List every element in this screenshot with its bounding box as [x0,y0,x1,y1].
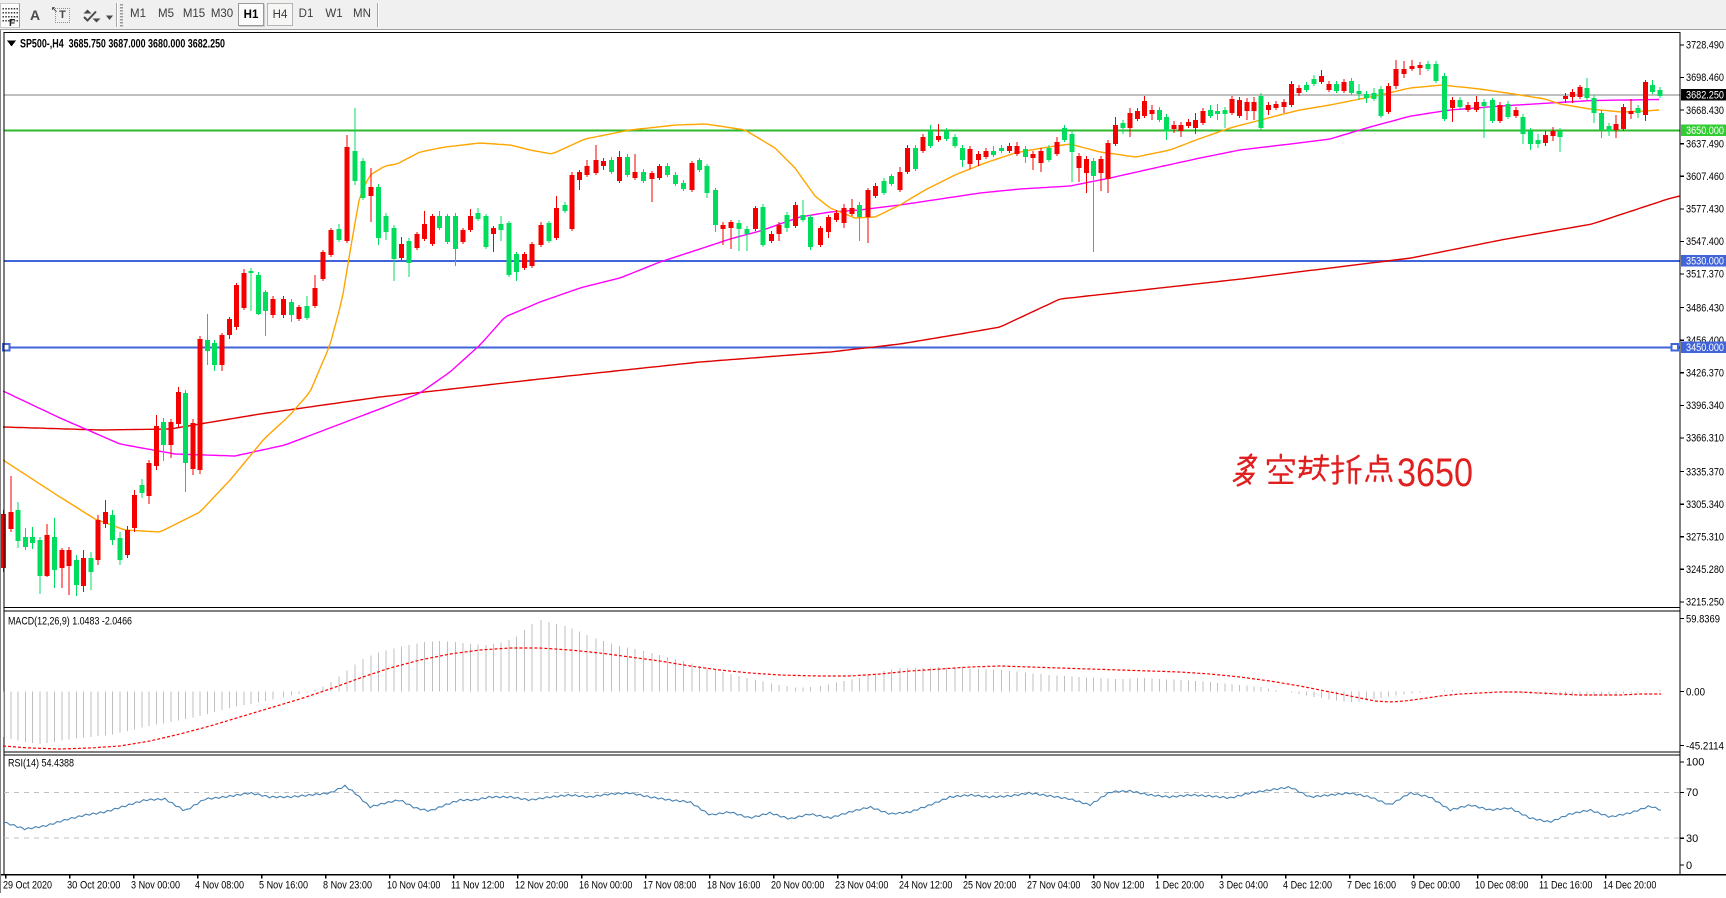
svg-text:3 Nov 00:00: 3 Nov 00:00 [131,880,180,892]
svg-text:1 Dec 20:00: 1 Dec 20:00 [1155,880,1204,892]
svg-text:100: 100 [1686,757,1704,769]
svg-text:3637.490: 3637.490 [1686,138,1724,150]
svg-text:23 Nov 04:00: 23 Nov 04:00 [835,880,888,892]
svg-text:30 Oct 20:00: 30 Oct 20:00 [67,880,120,892]
svg-text:F: F [9,18,15,28]
svg-text:3305.340: 3305.340 [1686,499,1724,511]
svg-text:RSI(14) 54.4388: RSI(14) 54.4388 [8,758,74,770]
svg-text:3245.280: 3245.280 [1686,564,1724,576]
svg-text:20 Nov 00:00: 20 Nov 00:00 [771,880,824,892]
svg-text:3215.250: 3215.250 [1686,597,1724,609]
svg-text:10 Dec 08:00: 10 Dec 08:00 [1475,880,1528,892]
svg-text:12 Nov 20:00: 12 Nov 20:00 [515,880,568,892]
svg-text:3607.460: 3607.460 [1686,171,1724,183]
svg-text:4 Dec 12:00: 4 Dec 12:00 [1283,880,1332,892]
svg-text:17 Nov 08:00: 17 Nov 08:00 [643,880,696,892]
svg-text:3698.460: 3698.460 [1686,72,1724,84]
svg-text:10 Nov 04:00: 10 Nov 04:00 [387,880,440,892]
svg-text:3577.430: 3577.430 [1686,204,1724,216]
svg-text:27 Nov 04:00: 27 Nov 04:00 [1027,880,1080,892]
svg-text:11 Dec 16:00: 11 Dec 16:00 [1539,880,1592,892]
svg-text:3650: 3650 [1397,451,1473,495]
svg-text:7 Dec 16:00: 7 Dec 16:00 [1347,880,1396,892]
svg-text:3366.310: 3366.310 [1686,433,1724,445]
svg-text:30: 30 [1686,833,1698,845]
svg-text:3547.400: 3547.400 [1686,236,1724,248]
svg-text:4 Nov 08:00: 4 Nov 08:00 [195,880,244,892]
svg-text:24 Nov 12:00: 24 Nov 12:00 [899,880,952,892]
svg-text:SP500-,H4 3685.750 3687.000 3: SP500-,H4 3685.750 3687.000 3680.000 368… [20,37,225,51]
svg-text:8 Nov 23:00: 8 Nov 23:00 [323,880,372,892]
svg-text:16 Nov 00:00: 16 Nov 00:00 [579,880,632,892]
svg-text:18 Nov 16:00: 18 Nov 16:00 [707,880,760,892]
svg-text:3682.250: 3682.250 [1686,89,1724,101]
svg-text:3335.370: 3335.370 [1686,466,1724,478]
svg-text:3530.000: 3530.000 [1686,256,1724,268]
svg-text:25 Nov 20:00: 25 Nov 20:00 [963,880,1016,892]
svg-text:3517.370: 3517.370 [1686,269,1724,281]
svg-text:9 Dec 00:00: 9 Dec 00:00 [1411,880,1460,892]
svg-text:14 Dec 20:00: 14 Dec 20:00 [1603,880,1656,892]
svg-text:-45.2114: -45.2114 [1686,740,1724,752]
svg-text:3486.430: 3486.430 [1686,302,1724,314]
svg-text:3275.310: 3275.310 [1686,532,1724,544]
svg-text:29 Oct 2020: 29 Oct 2020 [3,880,52,892]
svg-text:3426.370: 3426.370 [1686,368,1724,380]
svg-text:3650.000: 3650.000 [1686,125,1724,137]
svg-text:59.8369: 59.8369 [1686,613,1720,625]
svg-text:3728.490: 3728.490 [1686,40,1724,52]
svg-text:3396.340: 3396.340 [1686,400,1724,412]
svg-text:3668.430: 3668.430 [1686,105,1724,117]
svg-text:30 Nov 12:00: 30 Nov 12:00 [1091,880,1144,892]
svg-text:5 Nov 16:00: 5 Nov 16:00 [259,880,308,892]
svg-text:3 Dec 04:00: 3 Dec 04:00 [1219,880,1268,892]
svg-text:0: 0 [1686,860,1692,872]
svg-text:0.00: 0.00 [1686,686,1705,698]
svg-text:11 Nov 12:00: 11 Nov 12:00 [451,880,504,892]
svg-text:3450.000: 3450.000 [1686,342,1724,354]
svg-text:MACD(12,26,9) 1.0483 -2.0466: MACD(12,26,9) 1.0483 -2.0466 [8,616,132,628]
svg-text:70: 70 [1686,787,1698,799]
